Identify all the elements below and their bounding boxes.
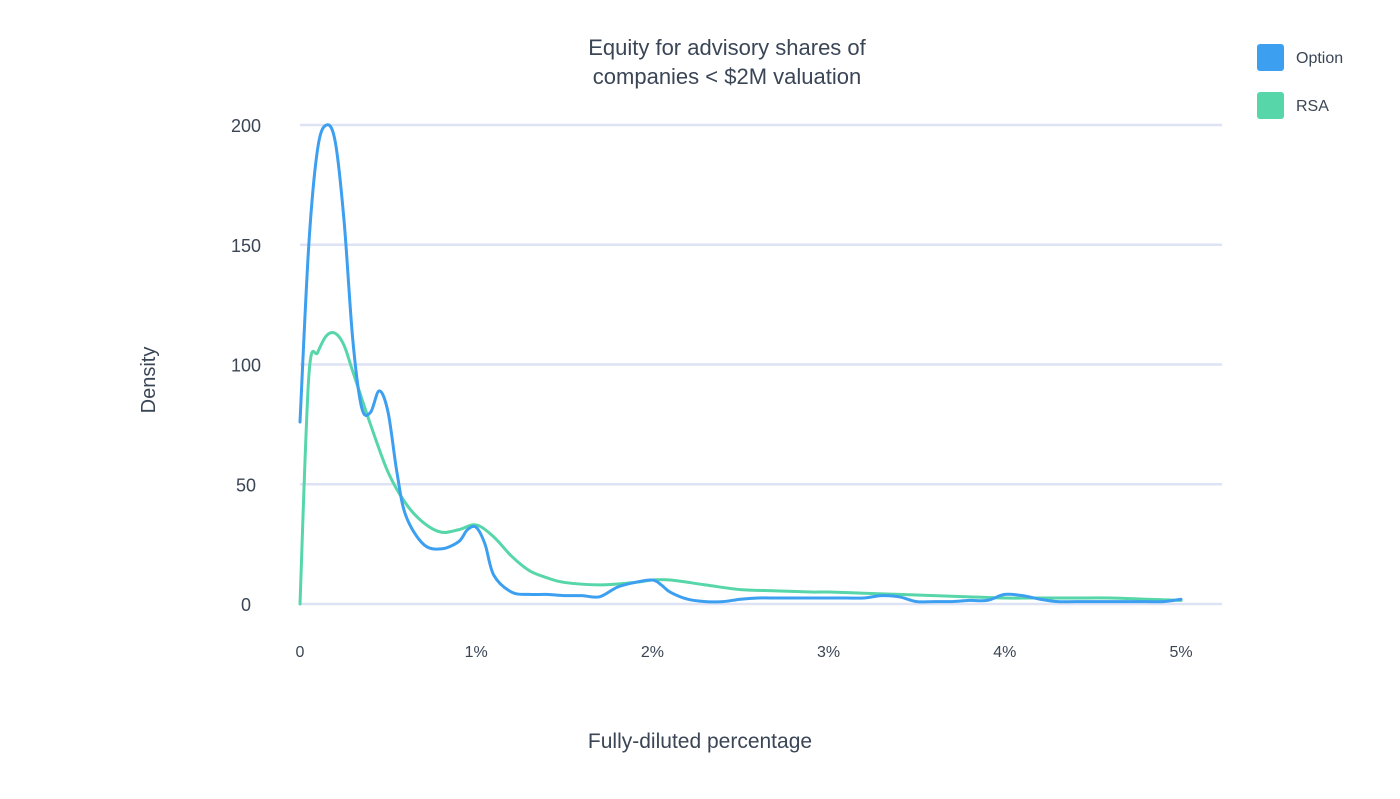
legend: Option RSA xyxy=(1257,44,1343,119)
legend-swatch-rsa xyxy=(1257,92,1284,119)
x-tick-label-2pct: 2% xyxy=(641,644,664,661)
x-tick-label-4pct: 4% xyxy=(993,644,1016,661)
x-axis-label: Fully-diluted percentage xyxy=(588,730,812,753)
chart-title-line-2: companies < $2M valuation xyxy=(593,64,861,89)
legend-swatch-option xyxy=(1257,44,1284,71)
series-line-option xyxy=(298,123,1183,604)
x-tick-label-5pct: 5% xyxy=(1169,644,1192,661)
y-tick-label-100: 100 xyxy=(231,356,261,376)
legend-label-rsa: RSA xyxy=(1296,98,1329,115)
x-axis-ticks: 0 1% 2% 3% 4% 5% xyxy=(296,644,1193,661)
chart-title-line-1: Equity for advisory shares of xyxy=(588,35,866,60)
series-line-rsa xyxy=(298,331,1183,606)
y-axis-label: Density xyxy=(138,347,160,414)
legend-item-rsa: RSA xyxy=(1257,92,1329,119)
y-tick-label-200: 200 xyxy=(231,116,261,136)
x-tick-label-1pct: 1% xyxy=(465,644,488,661)
legend-label-option: Option xyxy=(1296,50,1343,67)
series-lines xyxy=(298,123,1183,606)
x-tick-label-0: 0 xyxy=(296,644,305,661)
y-tick-label-50: 50 xyxy=(236,475,256,495)
x-tick-label-3pct: 3% xyxy=(817,644,840,661)
y-tick-label-0: 0 xyxy=(241,595,251,615)
y-tick-label-150: 150 xyxy=(231,236,261,256)
legend-item-option: Option xyxy=(1257,44,1343,71)
y-axis-ticks: 0 50 100 150 200 xyxy=(231,116,261,615)
gridlines xyxy=(300,123,1222,606)
